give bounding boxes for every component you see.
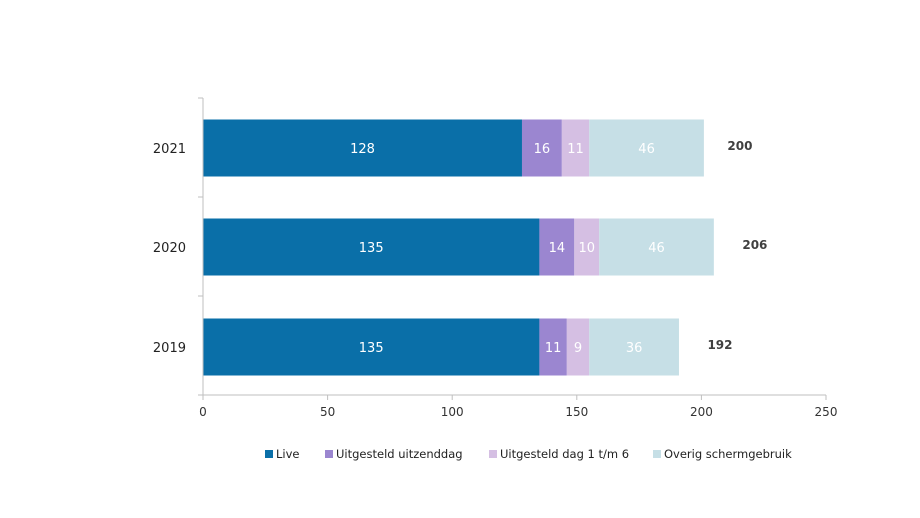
bar-segment <box>589 119 704 177</box>
legend-swatch <box>653 450 661 458</box>
category-label: 2019 <box>153 341 186 356</box>
bar-segment <box>203 318 540 376</box>
segment-value-label: 128 <box>350 142 375 157</box>
legend-label: Overig schermgebruik <box>664 447 792 461</box>
x-tick-label: 150 <box>565 405 588 419</box>
segment-value-label: 46 <box>638 142 655 157</box>
legend: Live Uitgesteld uitzenddag Uitgesteld dag … <box>265 447 792 461</box>
x-tick-label: 100 <box>441 405 464 419</box>
segment-value-label: 135 <box>359 241 384 256</box>
bar-segment <box>539 318 567 376</box>
bar-segment <box>203 119 522 177</box>
bar-segment <box>589 318 679 376</box>
legend-label: Uitgesteld dag 1 t/m 6 <box>500 447 629 461</box>
total-label: 200 <box>727 139 752 153</box>
bar-segment <box>599 218 714 276</box>
category-label: 2020 <box>153 241 186 256</box>
x-tick-label: 50 <box>320 405 335 419</box>
bars-layer: 128 16 11 46 200 135 14 10 46 206 135 11 9 36 192 <box>203 119 767 376</box>
axes-layer: 2021 2020 2019 0 50 100 150 200 250 <box>153 97 838 419</box>
category-label: 2021 <box>153 142 186 157</box>
bar-segment <box>521 119 562 177</box>
bar-segment <box>203 218 540 276</box>
legend-swatch <box>325 450 333 458</box>
segment-value-label: 9 <box>574 341 582 356</box>
legend-swatch <box>265 450 273 458</box>
segment-value-label: 135 <box>359 341 384 356</box>
total-label: 192 <box>707 338 732 352</box>
legend-label: Uitgesteld uitzenddag <box>336 447 463 461</box>
segment-value-label: 46 <box>648 241 665 256</box>
legend-swatch <box>489 450 497 458</box>
segment-value-label: 10 <box>578 241 595 256</box>
x-tick-label: 250 <box>815 405 838 419</box>
segment-value-label: 36 <box>626 341 643 356</box>
total-label: 206 <box>742 238 767 252</box>
legend-label: Live <box>276 447 299 461</box>
segment-value-label: 11 <box>545 341 562 356</box>
bar-segment <box>539 218 575 276</box>
segment-value-label: 14 <box>549 241 566 256</box>
x-tick-label: 200 <box>690 405 713 419</box>
segment-value-label: 11 <box>567 142 584 157</box>
segment-value-label: 16 <box>534 142 551 157</box>
bar-segment <box>566 318 590 376</box>
bar-segment <box>561 119 590 177</box>
bar-segment <box>574 218 600 276</box>
x-tick-label: 0 <box>199 405 207 419</box>
